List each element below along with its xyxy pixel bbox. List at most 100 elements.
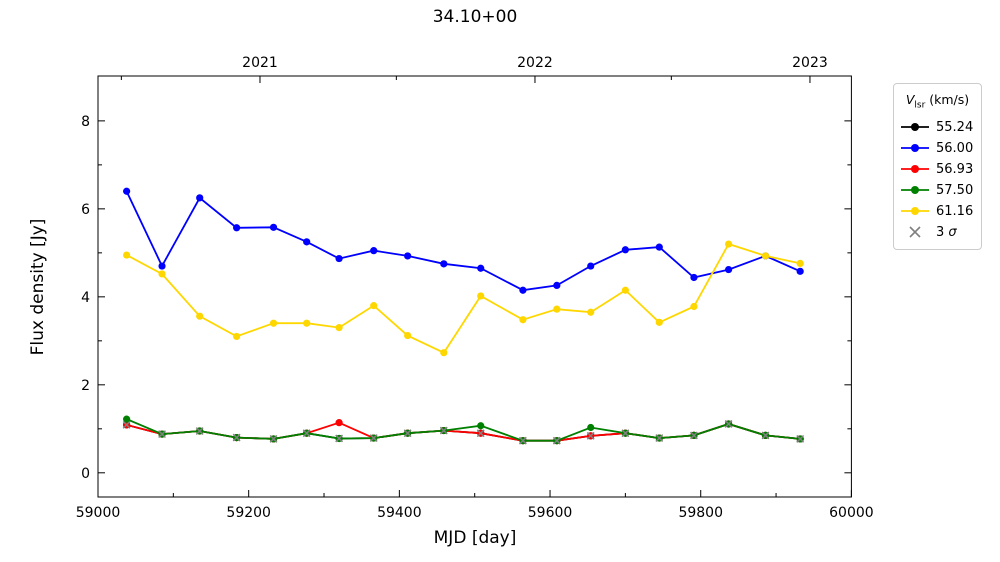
series-56.00-marker xyxy=(440,260,448,268)
legend-label: 56.93 xyxy=(936,161,974,177)
sigma3-marker xyxy=(655,434,664,442)
series-56.00-marker xyxy=(621,246,629,254)
sigma3-marker xyxy=(335,434,344,443)
x-axis: 59000 59200 59400 59600 59800 60000 xyxy=(76,490,874,521)
legend-label: 61.16 xyxy=(936,203,974,219)
legend-swatch-57.50 xyxy=(901,186,929,194)
series-56.00-line xyxy=(125,190,801,292)
sigma3-marker xyxy=(232,433,241,442)
sigma3-marker xyxy=(518,436,527,445)
series-61.16-marker xyxy=(233,332,241,341)
legend-swatch-55.24 xyxy=(901,123,929,131)
svg-text:2021: 2021 xyxy=(242,55,278,71)
series-56.00-marker xyxy=(335,254,343,263)
series-61.16-marker xyxy=(123,251,131,259)
legend-title-symbol: V xyxy=(905,92,915,107)
svg-text:59200: 59200 xyxy=(226,505,271,521)
series-61.16-marker xyxy=(690,302,698,311)
series-57.50-marker xyxy=(123,415,131,423)
legend-entry-61.16: 61.16 xyxy=(900,201,975,222)
svg-text:0: 0 xyxy=(81,466,90,482)
series-61.16-marker xyxy=(303,319,311,327)
svg-text:6: 6 xyxy=(81,202,90,218)
series-61.16-marker xyxy=(404,331,412,340)
series-61.16-marker xyxy=(796,259,804,268)
sigma-x-icon xyxy=(909,226,921,238)
legend-title: Vlsr (km/s) xyxy=(900,89,975,117)
series-56.00-marker xyxy=(519,286,527,294)
series-56.00 xyxy=(123,187,804,294)
sigma3-marker xyxy=(403,429,412,438)
legend: Vlsr (km/s) 55.24 56.00 56.93 57.50 61.16 3 σ xyxy=(893,83,982,250)
series-56.00-marker xyxy=(158,262,166,270)
x-axis-label: MJD [day] xyxy=(433,528,517,548)
sigma3-marker xyxy=(269,435,278,443)
series-61.16-marker xyxy=(621,286,629,294)
sigma3-marker xyxy=(552,436,561,445)
series-56.00-marker xyxy=(587,262,595,270)
chart-title: 34.10+00 xyxy=(432,7,518,27)
legend-title-unit: (km/s) xyxy=(925,92,970,107)
sigma3-marker xyxy=(724,420,733,428)
sigma3-marker xyxy=(439,426,448,435)
series-61.16-marker xyxy=(655,318,663,326)
series-61.16-line xyxy=(126,242,801,354)
legend-title-sub: lsr xyxy=(914,100,926,111)
legend-label: 56.00 xyxy=(936,140,974,156)
svg-text:59400: 59400 xyxy=(377,505,422,521)
series-56.00-marker xyxy=(370,247,378,255)
series-61.16-marker xyxy=(440,349,448,357)
series-56.93 xyxy=(123,419,804,445)
legend-entry-3-sigma: 3 σ xyxy=(900,222,975,243)
svg-text:2022: 2022 xyxy=(517,55,553,71)
series-61.16-marker xyxy=(158,270,166,278)
svg-text:4: 4 xyxy=(81,290,90,306)
series-61.16-marker xyxy=(477,292,485,300)
svg-text:2023: 2023 xyxy=(792,55,828,71)
series-56.00-marker xyxy=(796,267,804,275)
sigma3-marker xyxy=(195,427,204,435)
sigma3-marker xyxy=(796,435,805,443)
sigma3-marker xyxy=(476,429,485,438)
series-61.16-marker xyxy=(553,305,561,313)
series-61.16-marker xyxy=(519,316,527,324)
svg-text:60000: 60000 xyxy=(829,505,874,521)
series-56.00-marker xyxy=(303,238,311,246)
series-57.50-line xyxy=(126,418,801,442)
series-61.16-marker xyxy=(370,302,378,310)
sigma3-marker xyxy=(369,434,378,442)
sigma3-marker xyxy=(761,431,770,440)
svg-text:8: 8 xyxy=(81,114,90,130)
series-56.00-marker xyxy=(655,243,663,251)
series-61.16-marker xyxy=(269,319,278,327)
top-axis: 2021 2022 2023 xyxy=(120,55,828,83)
legend-entry-55.24: 55.24 xyxy=(900,117,975,138)
series-56.00-marker xyxy=(690,273,698,282)
legend-swatch-56.00 xyxy=(901,144,929,152)
sigma3-marker xyxy=(621,429,630,438)
series-56.00-marker xyxy=(477,264,485,272)
legend-swatch-61.16 xyxy=(901,207,929,215)
legend-entry-56.93: 56.93 xyxy=(900,159,975,180)
series-61.16-marker xyxy=(761,252,770,260)
sigma-markers xyxy=(122,420,805,445)
sigma3-marker xyxy=(302,429,311,438)
series-61.16-marker xyxy=(724,240,733,248)
series-56.00-marker xyxy=(233,224,241,232)
svg-text:59000: 59000 xyxy=(76,505,121,521)
series-56.00-marker xyxy=(724,265,733,274)
series-61.16-marker xyxy=(335,324,343,332)
legend-label: 55.24 xyxy=(936,119,974,135)
series-57.50 xyxy=(123,415,804,445)
legend-label: 3 σ xyxy=(936,224,957,240)
series-56.00-marker xyxy=(553,281,561,290)
svg-text:59600: 59600 xyxy=(528,505,573,521)
sigma3-marker xyxy=(122,420,131,429)
series-61.16-marker xyxy=(196,312,204,320)
series-61.16-marker xyxy=(587,308,595,316)
series-56.93-line xyxy=(126,421,801,442)
series-56.00-marker xyxy=(123,187,131,195)
legend-entries: 55.24 56.00 56.93 57.50 61.16 3 σ xyxy=(900,117,975,243)
